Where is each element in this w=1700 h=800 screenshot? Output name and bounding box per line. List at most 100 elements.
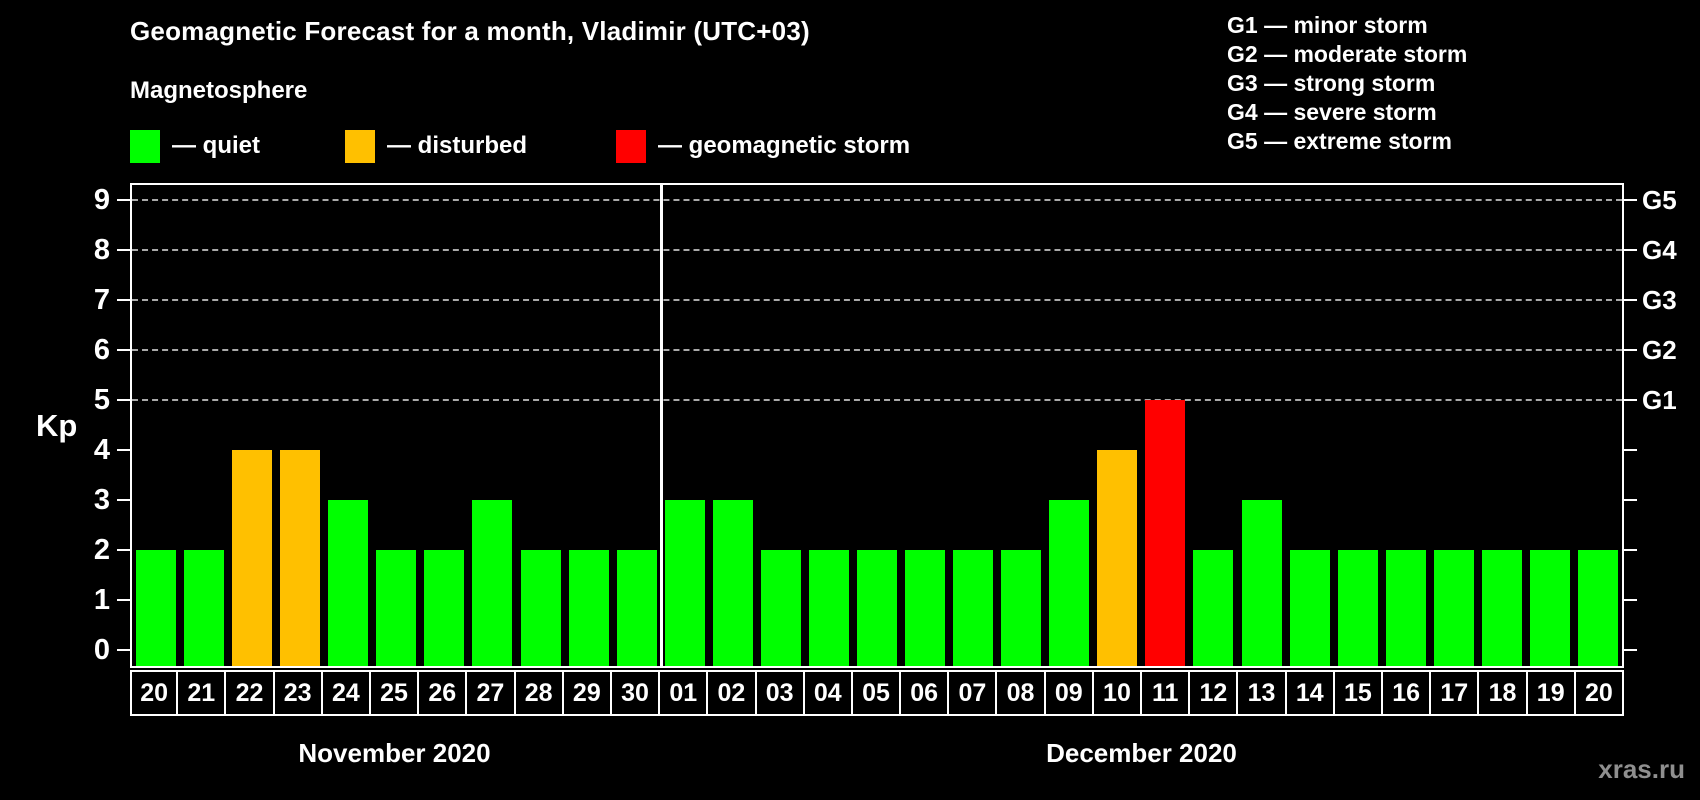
kp-bar-29 — [569, 550, 609, 666]
y-tick-label-6: 6 — [93, 334, 110, 366]
y-tick-label-0: 0 — [93, 634, 110, 666]
y-tick-right-1 — [1624, 599, 1637, 601]
kp-bar-09 — [1049, 500, 1089, 666]
y-tick-left-1 — [117, 599, 130, 601]
g-axis-label-g5: G5 — [1642, 185, 1677, 215]
y-tick-left-7 — [117, 299, 130, 301]
kp-bar-20 — [136, 550, 176, 666]
day-cell-25: 25 — [368, 670, 420, 716]
kp-bar-23 — [280, 450, 320, 666]
y-tick-left-5 — [117, 399, 130, 401]
y-tick-right-3 — [1624, 499, 1637, 501]
g4-legend-line: G4 — severe storm — [1227, 99, 1437, 125]
kp-bar-12 — [1193, 550, 1233, 666]
day-cell-04: 04 — [802, 670, 853, 716]
kp-bar-04 — [809, 550, 849, 666]
kp-bar-07 — [953, 550, 993, 666]
kp-bar-16 — [1386, 550, 1426, 666]
page-title: Geomagnetic Forecast for a month, Vladim… — [130, 16, 810, 46]
plot-area — [130, 183, 1624, 668]
day-cell-17: 17 — [1429, 670, 1480, 716]
kp-bar-14 — [1290, 550, 1330, 666]
y-tick-label-5: 5 — [93, 384, 110, 416]
g-scale-legend: G1 — minor storm G2 — moderate storm G3 … — [1227, 11, 1467, 156]
y-tick-left-9 — [117, 199, 130, 201]
kp-bar-05 — [857, 550, 897, 666]
kp-bar-27 — [472, 500, 512, 666]
site-watermark: xras.ru — [1598, 754, 1685, 784]
g5-legend-line: G5 — extreme storm — [1227, 128, 1452, 154]
day-cell-03: 03 — [754, 670, 805, 716]
kp-bar-08 — [1001, 550, 1041, 666]
day-cell-20: 20 — [1573, 670, 1624, 716]
kp-bar-30 — [617, 550, 657, 666]
gridline-kp8 — [132, 249, 1622, 251]
day-cell-24: 24 — [320, 670, 371, 716]
kp-bar-24 — [328, 500, 368, 666]
g1-legend-line: G1 — minor storm — [1227, 12, 1428, 38]
y-tick-right-8 — [1624, 249, 1637, 251]
kp-bar-11 — [1145, 400, 1185, 666]
y-tick-label-3: 3 — [93, 484, 110, 516]
gridline-kp6 — [132, 349, 1622, 351]
kp-bar-10 — [1097, 450, 1137, 666]
day-cell-26: 26 — [417, 670, 468, 716]
y-tick-right-5 — [1624, 399, 1637, 401]
kp-bar-02 — [713, 500, 753, 666]
day-cell-09: 09 — [1043, 670, 1094, 716]
y-tick-label-8: 8 — [93, 234, 110, 266]
y-tick-left-3 — [117, 499, 130, 501]
y-tick-label-4: 4 — [93, 434, 110, 466]
storm-color-swatch — [616, 129, 646, 163]
day-axis-strip: 20 21 22 23 24 25 26 27 28 29 30 01 02 03 04 05 06 07 08 09… — [130, 670, 1624, 716]
month-label-november: November 2020 — [298, 738, 491, 768]
y-tick-right-0 — [1624, 649, 1637, 651]
y-tick-right-4 — [1624, 449, 1637, 451]
g2-legend-line: G2 — moderate storm — [1227, 41, 1468, 67]
y-tick-left-0 — [117, 649, 130, 651]
legend-item-disturbed: — disturbed — [345, 128, 527, 164]
legend-label-quiet: — quiet — [172, 132, 260, 159]
day-cell-30: 30 — [609, 670, 661, 716]
kp-bar-26 — [424, 550, 464, 666]
y-tick-left-2 — [117, 549, 130, 551]
day-cell-28: 28 — [513, 670, 564, 716]
y-tick-left-8 — [117, 249, 130, 251]
y-tick-right-2 — [1624, 549, 1637, 551]
magnetosphere-label: Magnetosphere — [130, 77, 308, 104]
day-cell-14: 14 — [1284, 670, 1335, 716]
y-tick-label-1: 1 — [93, 584, 110, 616]
gridline-kp9 — [132, 199, 1622, 201]
y-tick-left-6 — [117, 349, 130, 351]
legend-label-disturbed: — disturbed — [387, 132, 528, 159]
day-cell-01: 01 — [658, 670, 709, 716]
disturbed-color-swatch — [345, 129, 375, 163]
day-cell-29: 29 — [561, 670, 612, 716]
kp-bar-15 — [1338, 550, 1378, 666]
y-tick-label-7: 7 — [93, 284, 110, 316]
g-axis-label-g3: G3 — [1642, 285, 1677, 315]
kp-bar-18 — [1482, 550, 1522, 666]
kp-bar-22 — [232, 450, 272, 666]
y-tick-label-2: 2 — [93, 534, 110, 566]
legend-item-quiet: — quiet — [130, 128, 260, 164]
kp-bar-01 — [665, 500, 705, 666]
day-cell-10: 10 — [1091, 670, 1143, 716]
day-cell-12: 12 — [1188, 670, 1239, 716]
day-cell-22: 22 — [224, 670, 275, 716]
quiet-color-swatch — [130, 129, 160, 163]
day-cell-18: 18 — [1477, 670, 1528, 716]
day-cell-19: 19 — [1525, 670, 1576, 716]
day-cell-08: 08 — [995, 670, 1046, 716]
y-axis-label: Kp — [36, 408, 78, 443]
day-cell-20: 20 — [130, 670, 179, 716]
day-cell-13: 13 — [1236, 670, 1287, 716]
g3-legend-line: G3 — strong storm — [1227, 70, 1436, 96]
day-cell-23: 23 — [272, 670, 323, 716]
day-cell-07: 07 — [947, 670, 998, 716]
kp-bar-25 — [376, 550, 416, 666]
legend-item-storm: — geomagnetic storm — [616, 128, 910, 164]
gridline-kp5 — [132, 399, 1622, 401]
month-divider-line — [660, 185, 663, 666]
